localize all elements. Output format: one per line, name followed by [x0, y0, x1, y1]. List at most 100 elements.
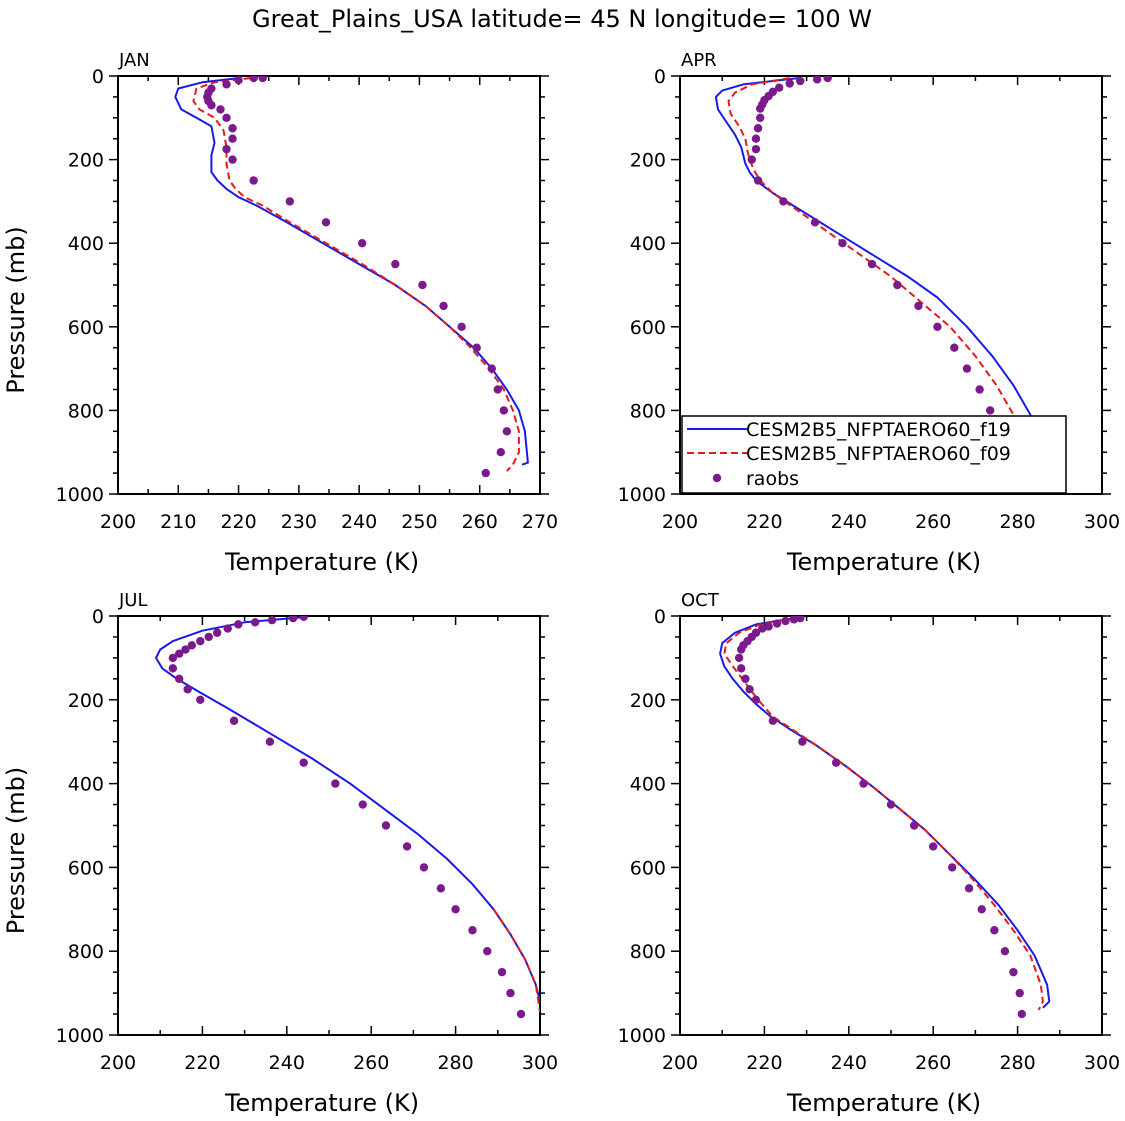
legend-entry: CESM2B5_NFPTAERO60_f09 — [746, 443, 1011, 465]
raobs-point — [977, 905, 986, 914]
raobs-point — [1017, 1009, 1027, 1019]
y-tick-label: 600 — [68, 317, 104, 339]
x-tick-label: 220 — [746, 511, 782, 533]
y-tick-label: 200 — [630, 150, 666, 172]
raobs-point — [234, 620, 243, 629]
raobs-point — [222, 80, 231, 89]
y-tick-label: 800 — [68, 941, 104, 963]
raobs-point — [481, 468, 490, 478]
raobs-point — [823, 76, 832, 83]
raobs-point — [734, 653, 744, 663]
y-tick-label: 800 — [68, 400, 104, 422]
raobs-point — [497, 967, 507, 977]
raobs-point — [789, 616, 799, 624]
raobs-point — [265, 737, 275, 746]
raobs-point — [483, 947, 492, 956]
raobs-point — [785, 79, 794, 88]
x-tick-label: 200 — [662, 1052, 698, 1074]
raobs-point — [933, 322, 942, 331]
raobs-point — [506, 988, 515, 998]
x-tick-label: 260 — [915, 1052, 951, 1074]
x-tick-label: 210 — [160, 511, 196, 533]
raobs-point — [168, 653, 178, 663]
f09-line — [192, 77, 520, 472]
x-tick-label: 200 — [100, 1052, 136, 1074]
raobs-point — [174, 649, 184, 658]
raobs-point — [772, 619, 782, 628]
x-axis-label: Temperature (K) — [224, 548, 419, 576]
raobs-point — [358, 800, 367, 809]
y-tick-label: 0 — [654, 606, 666, 628]
x-tick-label: 300 — [522, 1052, 558, 1074]
data-layer — [719, 616, 1051, 1019]
x-axis-label: Temperature (K) — [224, 1089, 419, 1117]
y-tick-label: 800 — [630, 941, 666, 963]
raobs-point — [736, 664, 746, 673]
f09-line — [727, 77, 1032, 469]
raobs-point — [472, 343, 481, 352]
x-tick-label: 240 — [831, 1052, 867, 1074]
f19-line — [714, 77, 1044, 465]
raobs-point — [914, 301, 923, 311]
x-tick-label: 200 — [662, 511, 698, 533]
raobs-point — [249, 176, 258, 185]
f19-line — [174, 77, 529, 466]
raobs-point — [990, 926, 999, 935]
raobs-point — [753, 124, 763, 133]
raobs-point — [764, 622, 773, 631]
x-axis-label: Temperature (K) — [786, 548, 981, 576]
raobs-point — [250, 618, 260, 627]
raobs-point — [502, 427, 512, 436]
y-tick-label: 1000 — [618, 1025, 666, 1047]
raobs-point — [499, 406, 509, 415]
f19-line — [155, 616, 540, 1002]
raobs-point — [267, 616, 277, 625]
y-tick-label: 1000 — [56, 1025, 104, 1047]
raobs-point — [299, 616, 308, 622]
y-tick-label: 600 — [68, 857, 104, 879]
legend-marker-raobs — [712, 473, 722, 483]
y-axis-label: Pressure (mb) — [2, 767, 30, 934]
x-tick-label: 200 — [100, 511, 136, 533]
raobs-point — [1015, 988, 1024, 998]
x-tick-label: 220 — [184, 1052, 220, 1074]
data-layer — [155, 616, 540, 1019]
y-tick-label: 0 — [654, 66, 666, 88]
raobs-point — [950, 343, 959, 352]
y-tick-label: 200 — [630, 690, 666, 712]
raobs-point — [751, 144, 761, 154]
x-tick-label: 260 — [915, 511, 951, 533]
raobs-point — [196, 636, 205, 646]
raobs-point — [381, 821, 391, 830]
raobs-point — [331, 779, 340, 788]
raobs-point — [768, 716, 778, 725]
x-tick-label: 270 — [522, 511, 558, 533]
raobs-point — [796, 76, 805, 86]
raobs-point — [183, 685, 192, 694]
panels: 200 210 220 230 240 250 260 270 0 200 400 600 800 100… — [2, 50, 1120, 1117]
raobs-point — [964, 884, 974, 893]
raobs-point — [893, 280, 902, 290]
raobs-point — [779, 197, 788, 206]
panel-label: APR — [681, 50, 717, 71]
y-tick-label: 600 — [630, 317, 666, 339]
raobs-point — [859, 779, 868, 788]
panel-apr: 200 220 240 260 280 300 0 200 400 600 800 1000 APR Te… — [618, 50, 1120, 576]
x-tick-label: 280 — [999, 1052, 1035, 1074]
raobs-point — [1000, 947, 1010, 956]
raobs-point — [798, 737, 807, 746]
raobs-point — [229, 716, 239, 725]
panel-jan: 200 210 220 230 240 250 260 270 0 200 400 600 800 100… — [2, 50, 558, 576]
raobs-point — [831, 758, 841, 767]
y-tick-label: 0 — [92, 606, 104, 628]
raobs-point — [181, 645, 190, 654]
x-tick-label: 220 — [220, 511, 256, 533]
raobs-point — [753, 176, 763, 185]
x-tick-label: 260 — [353, 1052, 389, 1074]
panel-label: JAN — [118, 50, 150, 71]
raobs-point — [751, 695, 761, 704]
y-tick-label: 200 — [68, 690, 104, 712]
raobs-point — [468, 926, 477, 935]
raobs-point — [174, 674, 184, 684]
